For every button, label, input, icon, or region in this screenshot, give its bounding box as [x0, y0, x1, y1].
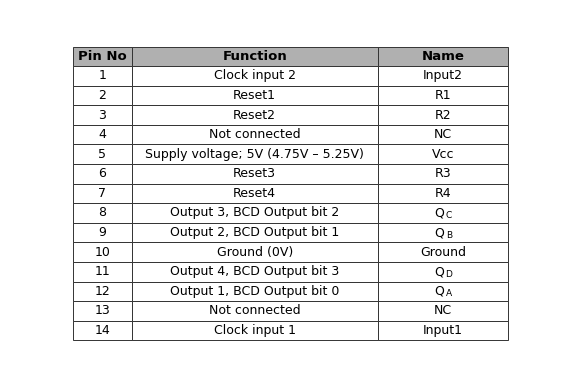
Bar — [132, 164, 378, 183]
Bar — [132, 144, 378, 164]
Bar — [73, 203, 132, 223]
Text: 4: 4 — [99, 128, 107, 141]
Bar — [378, 125, 508, 144]
Text: Q: Q — [434, 226, 445, 239]
Bar — [73, 223, 132, 242]
Text: Q: Q — [434, 206, 445, 219]
Bar — [132, 183, 378, 203]
Bar — [73, 301, 132, 321]
Text: Q: Q — [434, 285, 445, 298]
Bar — [132, 203, 378, 223]
Bar — [73, 66, 132, 86]
Bar — [73, 183, 132, 203]
Text: D: D — [446, 270, 452, 279]
Bar — [132, 242, 378, 262]
Text: Output 4, BCD Output bit 3: Output 4, BCD Output bit 3 — [170, 265, 339, 278]
Text: Clock input 2: Clock input 2 — [214, 69, 296, 82]
Text: C: C — [446, 211, 452, 220]
Text: NC: NC — [434, 128, 452, 141]
Text: Pin No: Pin No — [78, 50, 127, 63]
Bar — [73, 282, 132, 301]
Text: Reset4: Reset4 — [233, 187, 276, 200]
Bar — [132, 86, 378, 105]
Text: R3: R3 — [434, 167, 451, 180]
Text: 12: 12 — [95, 285, 111, 298]
Text: R1: R1 — [434, 89, 451, 102]
Bar — [378, 105, 508, 125]
Bar — [73, 105, 132, 125]
Bar — [73, 125, 132, 144]
Bar — [378, 321, 508, 340]
Bar — [73, 47, 132, 66]
Bar — [132, 47, 378, 66]
Bar — [132, 301, 378, 321]
Text: Input2: Input2 — [423, 69, 463, 82]
Text: 3: 3 — [99, 109, 107, 121]
Text: Output 2, BCD Output bit 1: Output 2, BCD Output bit 1 — [170, 226, 339, 239]
Bar — [132, 105, 378, 125]
Bar — [132, 223, 378, 242]
Bar — [378, 183, 508, 203]
Bar — [132, 66, 378, 86]
Bar — [378, 164, 508, 183]
Text: Input1: Input1 — [423, 324, 463, 337]
Text: 9: 9 — [99, 226, 107, 239]
Text: A: A — [446, 290, 452, 298]
Bar — [132, 125, 378, 144]
Bar — [132, 262, 378, 282]
Text: Function: Function — [222, 50, 287, 63]
Bar — [73, 321, 132, 340]
Text: Name: Name — [421, 50, 464, 63]
Text: Not connected: Not connected — [209, 304, 301, 318]
Bar — [73, 86, 132, 105]
Text: Vcc: Vcc — [431, 148, 454, 161]
Text: R4: R4 — [434, 187, 451, 200]
Text: 7: 7 — [99, 187, 107, 200]
Text: 10: 10 — [95, 246, 111, 259]
Text: Supply voltage; 5V (4.75V – 5.25V): Supply voltage; 5V (4.75V – 5.25V) — [145, 148, 364, 161]
Text: NC: NC — [434, 304, 452, 318]
Text: 14: 14 — [95, 324, 111, 337]
Text: Output 3, BCD Output bit 2: Output 3, BCD Output bit 2 — [170, 206, 339, 219]
Bar — [378, 262, 508, 282]
Bar — [73, 164, 132, 183]
Text: 1: 1 — [99, 69, 107, 82]
Bar — [378, 86, 508, 105]
Text: 11: 11 — [95, 265, 111, 278]
Text: Q: Q — [434, 265, 445, 278]
Bar — [378, 242, 508, 262]
Bar — [132, 282, 378, 301]
Text: Clock input 1: Clock input 1 — [214, 324, 296, 337]
Text: Reset2: Reset2 — [233, 109, 276, 121]
Bar — [378, 47, 508, 66]
Bar — [378, 301, 508, 321]
Bar — [73, 144, 132, 164]
Bar — [73, 262, 132, 282]
Text: Ground (0V): Ground (0V) — [217, 246, 293, 259]
Text: Not connected: Not connected — [209, 128, 301, 141]
Bar — [73, 242, 132, 262]
Text: Reset3: Reset3 — [233, 167, 276, 180]
Text: B: B — [446, 231, 452, 240]
Text: 6: 6 — [99, 167, 107, 180]
Bar — [378, 282, 508, 301]
Text: R2: R2 — [434, 109, 451, 121]
Bar — [132, 321, 378, 340]
Bar — [378, 66, 508, 86]
Bar — [378, 203, 508, 223]
Text: Ground: Ground — [420, 246, 466, 259]
Text: 2: 2 — [99, 89, 107, 102]
Bar — [378, 144, 508, 164]
Text: 8: 8 — [99, 206, 107, 219]
Text: 13: 13 — [95, 304, 111, 318]
Text: Reset1: Reset1 — [233, 89, 276, 102]
Bar — [378, 223, 508, 242]
Text: 5: 5 — [99, 148, 107, 161]
Text: Output 1, BCD Output bit 0: Output 1, BCD Output bit 0 — [170, 285, 340, 298]
